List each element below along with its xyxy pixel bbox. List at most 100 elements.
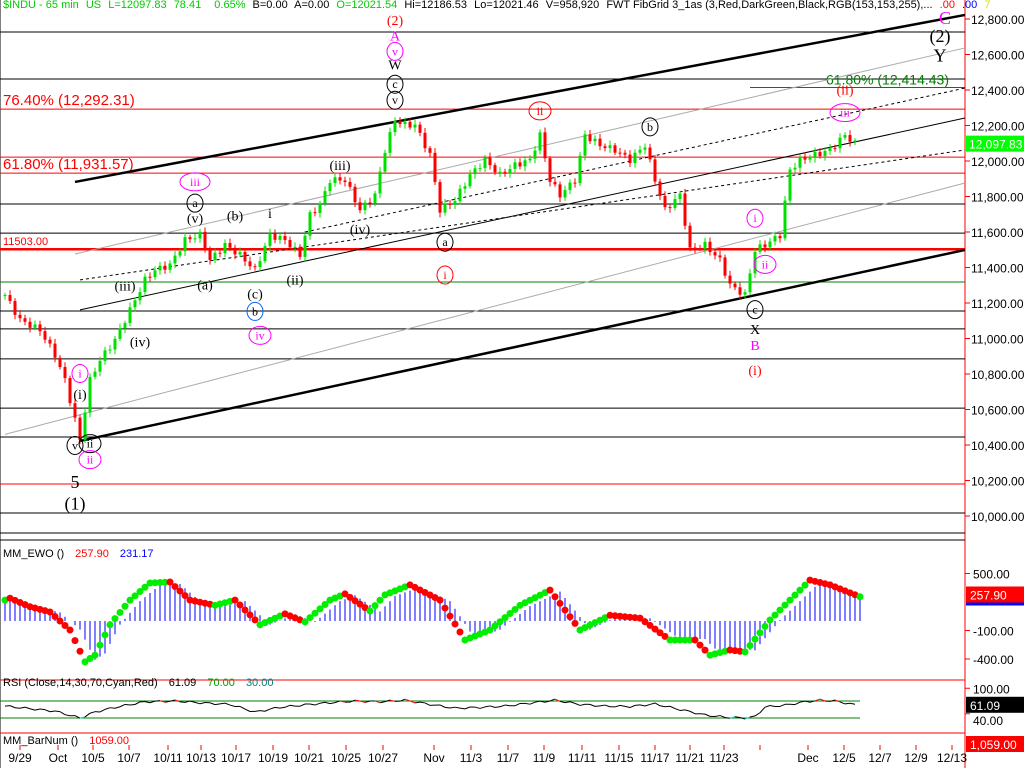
wave-label: b bbox=[647, 120, 653, 134]
ewo-last-label: 257.90 bbox=[970, 588, 1007, 602]
ewo-dot bbox=[446, 612, 454, 620]
rsi-line-segment bbox=[194, 701, 201, 705]
ewo-dot bbox=[656, 629, 664, 637]
candle-body bbox=[3, 295, 7, 297]
rsi-line-segment bbox=[794, 701, 801, 706]
pct-change: 0.65% bbox=[214, 0, 246, 11]
candle-body bbox=[613, 145, 617, 153]
candle-body bbox=[378, 171, 382, 194]
ewo-dot bbox=[106, 621, 114, 629]
ewo-dot bbox=[501, 614, 509, 622]
wave-label: (i) bbox=[73, 388, 87, 403]
candle-body bbox=[243, 252, 247, 262]
ewo-dot bbox=[161, 578, 169, 586]
wave-label: (iv) bbox=[130, 335, 151, 350]
rsi-line-segment bbox=[829, 699, 836, 702]
rsi-line-segment bbox=[164, 700, 171, 703]
rsi-line-segment bbox=[744, 716, 751, 720]
candle-body bbox=[128, 307, 132, 324]
ewo-hist-value: 231.17 bbox=[119, 548, 154, 560]
ewo-dot bbox=[571, 619, 579, 627]
rsi-line-segment bbox=[239, 705, 246, 710]
rsi-line-segment bbox=[549, 698, 556, 702]
rsi-line-segment bbox=[399, 698, 406, 702]
wave-label: (2) bbox=[387, 14, 404, 29]
rsi-line-segment bbox=[814, 698, 821, 702]
candle-body bbox=[528, 158, 532, 161]
rsi-line-segment bbox=[464, 706, 471, 710]
candle-body bbox=[13, 300, 17, 315]
rsi-line-segment bbox=[299, 703, 306, 707]
candle-body bbox=[328, 183, 332, 192]
rsi-line-segment bbox=[479, 706, 486, 709]
candle-body bbox=[803, 156, 807, 160]
x-tick-label: 10/19 bbox=[258, 751, 288, 765]
rsi-line-segment bbox=[594, 705, 601, 707]
study-name: FWT FibGrid 3_1as (3,Red,DarkGreen,Black… bbox=[606, 0, 933, 11]
rsi-line-segment bbox=[404, 698, 411, 702]
study-v1: .00 bbox=[939, 0, 955, 11]
candle-body bbox=[168, 263, 172, 270]
study-v3: 7 bbox=[984, 0, 991, 11]
candle-body bbox=[263, 245, 267, 262]
candle-body bbox=[538, 132, 542, 151]
candle-body bbox=[658, 181, 662, 196]
candle-body bbox=[668, 207, 672, 209]
rsi-line-segment bbox=[79, 716, 86, 719]
candle-body bbox=[118, 328, 122, 339]
rsi-line-segment bbox=[214, 703, 221, 706]
candle-body bbox=[178, 251, 182, 256]
x-tick-label: Nov bbox=[423, 751, 444, 765]
last-price-marker bbox=[966, 135, 1024, 152]
ewo-dot bbox=[361, 604, 369, 612]
wave-label-circle bbox=[248, 325, 272, 345]
wave-label-circle bbox=[386, 74, 404, 94]
rsi-line-segment bbox=[529, 701, 536, 705]
rsi-line-segment bbox=[844, 702, 851, 705]
rsi-line-segment bbox=[514, 703, 521, 707]
candle-body bbox=[428, 148, 432, 153]
rsi-line-segment bbox=[729, 716, 736, 719]
candle-body bbox=[533, 150, 537, 159]
x-tick-label: 10/17 bbox=[221, 751, 251, 765]
candle-body bbox=[443, 203, 447, 213]
rsi-line-segment bbox=[9, 705, 16, 709]
barnum-value: 1059.00 bbox=[89, 735, 129, 747]
x-tick-label: 11/15 bbox=[604, 751, 633, 765]
wave-label-circle bbox=[386, 90, 404, 110]
rsi-line-segment bbox=[579, 703, 586, 706]
candle-body bbox=[153, 270, 157, 278]
candle-body bbox=[53, 343, 57, 358]
trendline bbox=[79, 149, 966, 281]
candle-body bbox=[348, 182, 352, 187]
candle-body bbox=[743, 292, 747, 295]
rsi-line-segment bbox=[654, 702, 661, 707]
candle-body bbox=[728, 275, 732, 284]
candle-body bbox=[463, 186, 467, 189]
candle-body bbox=[368, 202, 372, 204]
x-tick-label: 12/7 bbox=[868, 751, 892, 765]
ewo-hist-marker bbox=[966, 602, 1024, 606]
rsi-line-segment bbox=[619, 704, 626, 707]
rsi-line-segment bbox=[219, 702, 226, 705]
rsi-line-segment bbox=[159, 700, 166, 703]
ewo-dot bbox=[456, 628, 464, 636]
ewo-dot bbox=[561, 606, 569, 614]
x-tick-label: 10/11 bbox=[153, 751, 182, 765]
wave-label-circle bbox=[753, 254, 777, 274]
candle-body bbox=[823, 150, 827, 157]
ewo-dot bbox=[366, 607, 374, 615]
rsi-line-segment bbox=[184, 700, 191, 703]
candle-body bbox=[93, 371, 97, 377]
candle-body bbox=[138, 292, 142, 301]
candle-body bbox=[63, 366, 67, 379]
ewo-dot bbox=[246, 611, 254, 619]
ewo-dot bbox=[451, 620, 459, 628]
rsi-line-segment bbox=[504, 704, 511, 707]
fib-target-label: 61.80% (12,414.43) bbox=[826, 71, 949, 87]
candle-body bbox=[33, 324, 37, 328]
ewo-dot bbox=[131, 592, 139, 600]
candle-body bbox=[83, 412, 87, 440]
candle-body bbox=[513, 162, 517, 169]
